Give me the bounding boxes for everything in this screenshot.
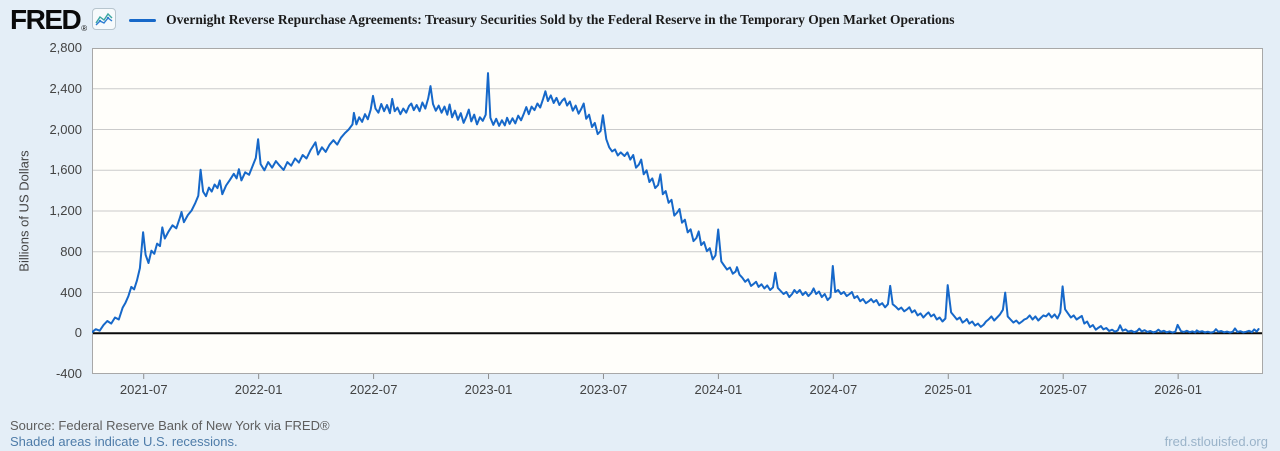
recession-shading-note[interactable]: Shaded areas indicate U.S. recessions. [10, 434, 238, 449]
x-tick-label: 2022-01 [234, 382, 283, 397]
y-tick-label: 2,000 [49, 121, 82, 137]
header: FRED ® Overnight Reverse Repurchase Agree… [10, 5, 955, 35]
y-tick-label: 2,400 [49, 80, 82, 96]
y-tick-label: 800 [60, 243, 82, 259]
y-tick-label: 1,600 [49, 162, 82, 178]
x-tick-label: 2023-01 [464, 382, 513, 397]
y-tick-label: 400 [60, 284, 82, 300]
x-tick-label: 2021-07 [119, 382, 168, 397]
x-tick-label: 2025-01 [924, 382, 973, 397]
x-tick-label: 2026-01 [1154, 382, 1202, 397]
fred-site-link[interactable]: fred.stlouisfed.org [1164, 434, 1268, 449]
x-tick-label: 2024-07 [809, 382, 858, 397]
plot-svg [91, 48, 1263, 379]
y-tick-label: 2,800 [49, 40, 82, 55]
source-note: Source: Federal Reserve Bank of New York… [10, 418, 330, 433]
x-tick-label: 2022-07 [349, 382, 398, 397]
y-tick-label: 0 [74, 325, 82, 341]
fred-logo-registered-mark: ® [81, 24, 88, 33]
y-tick-label: 1,200 [49, 203, 82, 218]
y-tick-label: -400 [55, 366, 82, 381]
legend-series-label: Overnight Reverse Repurchase Agreements:… [166, 12, 955, 27]
fred-sparkline-icon [92, 7, 117, 35]
fred-logo[interactable]: FRED [10, 4, 82, 35]
x-tick-label: 2023-07 [579, 382, 628, 397]
x-tick-label: 2024-01 [694, 382, 743, 397]
plot-area[interactable] [91, 48, 1263, 380]
legend-line-swatch [129, 18, 157, 22]
x-tick-label: 2025-07 [1039, 382, 1088, 397]
